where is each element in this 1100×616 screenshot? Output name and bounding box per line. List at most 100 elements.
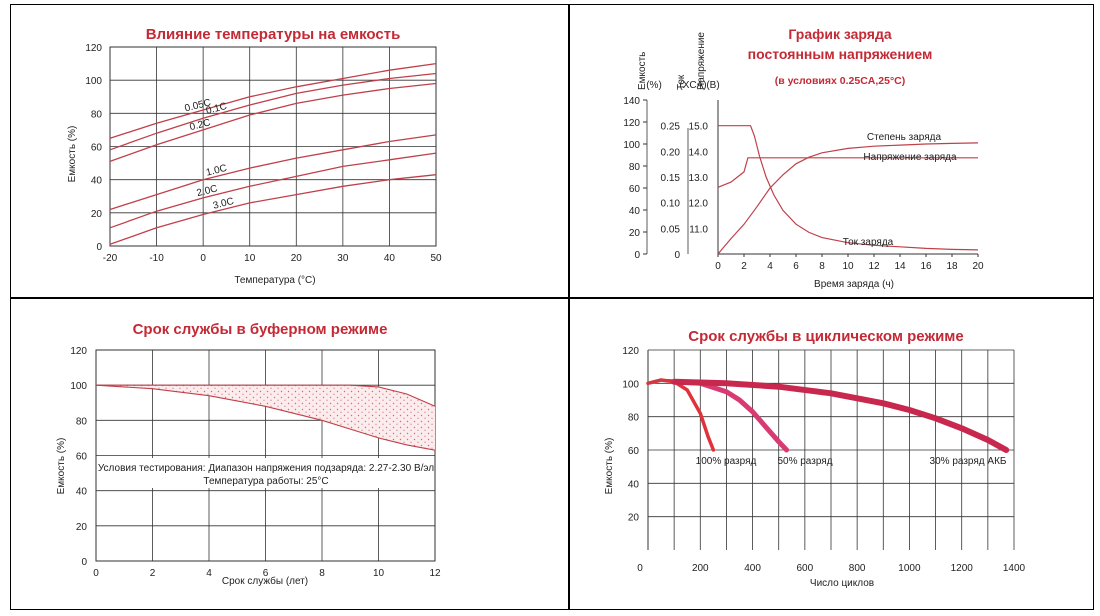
y-tick-label: 0.25 bbox=[661, 122, 681, 133]
y-tick-label: 60 bbox=[76, 452, 88, 463]
y-tick-label: 80 bbox=[91, 109, 103, 120]
y-tick-label: 12.0 bbox=[689, 199, 709, 210]
series-label: 0.2C bbox=[189, 117, 212, 133]
y-tick-label: 13.0 bbox=[689, 173, 709, 184]
annotation-bg bbox=[100, 458, 430, 488]
x-tick-label: 14 bbox=[894, 261, 906, 272]
x-tick-label: 200 bbox=[692, 563, 709, 574]
x-tick-label: 0 bbox=[200, 253, 206, 264]
series-label: 1.0C bbox=[205, 163, 228, 179]
series-line-5 bbox=[109, 174, 437, 245]
series-label: 30% разряд АКБ bbox=[930, 456, 1007, 467]
y-tick-label: 80 bbox=[629, 162, 641, 173]
series-line-1 bbox=[717, 157, 978, 188]
y-tick-label: 20 bbox=[91, 209, 103, 220]
y-tick-label: 120 bbox=[70, 346, 87, 357]
y-tick-label: 40 bbox=[629, 206, 641, 217]
y-tick-label: 0 bbox=[96, 242, 102, 253]
y-tick-label: 20 bbox=[76, 522, 88, 533]
x-tick-label: 18 bbox=[946, 261, 958, 272]
x-tick-label: 1400 bbox=[1003, 563, 1026, 574]
x-tick-label: 4 bbox=[767, 261, 773, 272]
series-line-2 bbox=[109, 82, 437, 163]
annotation-line: Температура работы: 25°C bbox=[203, 475, 328, 487]
y-tick-label: 14.0 bbox=[689, 147, 709, 158]
x-tick-label: 6 bbox=[263, 568, 269, 579]
x-tick-label: 2 bbox=[150, 568, 156, 579]
life-band-fill bbox=[96, 385, 435, 451]
series-line-1 bbox=[671, 379, 790, 453]
y-tick-label: 20 bbox=[628, 513, 640, 524]
x-tick-label: 12 bbox=[868, 261, 880, 272]
y-tick-label: 120 bbox=[623, 118, 640, 129]
chart-title: Срок службы в буферном режиме bbox=[133, 321, 388, 338]
x-tick-label: 8 bbox=[319, 568, 325, 579]
series-line-2 bbox=[671, 378, 1010, 453]
x-tick-label: -20 bbox=[103, 253, 118, 264]
x-tick-label: 6 bbox=[793, 261, 799, 272]
x-tick-label: 50 bbox=[430, 253, 442, 264]
axis-label: Ток bbox=[676, 74, 687, 90]
x-tick-label: 800 bbox=[849, 563, 866, 574]
axis-unit: (%) bbox=[646, 80, 662, 91]
x-tick-label: 4 bbox=[206, 568, 212, 579]
x-tick-label: 400 bbox=[744, 563, 761, 574]
x-tick-label: 600 bbox=[797, 563, 814, 574]
y-tick-label: 140 bbox=[623, 96, 640, 107]
table-vertical-divider bbox=[568, 5, 570, 609]
y-tick-label: 100 bbox=[70, 381, 87, 392]
y-tick-label: 0.15 bbox=[661, 173, 681, 184]
axis-label: Напряжение bbox=[696, 32, 707, 90]
axis-unit: (XCA) bbox=[679, 80, 706, 91]
series-line-0 bbox=[109, 62, 437, 139]
series-label: Степень заряда bbox=[867, 132, 942, 143]
series-label: 100% разряд bbox=[696, 456, 757, 467]
chart-temperature-capacity: Влияние температуры на емкость Емкость (… bbox=[67, 26, 442, 286]
x-tick-label: 8 bbox=[819, 261, 825, 272]
x-tick-label: 0 bbox=[715, 261, 721, 272]
series-label: 50% разряд bbox=[777, 456, 832, 467]
y-tick-label: 60 bbox=[91, 143, 103, 154]
y-tick-label: 100 bbox=[623, 140, 640, 151]
x-axis-label: Срок службы (лет) bbox=[222, 575, 308, 587]
charts-table bbox=[10, 4, 1094, 610]
x-tick-label: 30 bbox=[337, 253, 349, 264]
series-label: 3.0C bbox=[212, 196, 235, 212]
y-tick-label: 0 bbox=[674, 250, 680, 261]
y-axis-label: Емкость (%) bbox=[56, 438, 67, 495]
x-tick-label: 10 bbox=[842, 261, 854, 272]
y-tick-label: 80 bbox=[76, 416, 88, 427]
y-tick-label: 40 bbox=[628, 479, 640, 490]
y-tick-label: 0 bbox=[634, 250, 640, 261]
y-tick-label: 100 bbox=[622, 379, 639, 390]
chart-title: Срок службы в циклическом режиме bbox=[688, 328, 964, 345]
chart-title-line-1: График заряда bbox=[788, 26, 891, 42]
y-tick-label: 15.0 bbox=[689, 122, 709, 133]
chart-subtitle: (в условиях 0.25CA,25°C) bbox=[775, 75, 906, 87]
chart-title: Влияние температуры на емкость bbox=[146, 26, 401, 43]
y-axis-label: Емкость (%) bbox=[604, 438, 615, 495]
y-tick-label: 40 bbox=[76, 487, 88, 498]
chart-title-line-2: постоянным напряжением bbox=[748, 46, 933, 62]
x-tick-label: 10 bbox=[373, 568, 385, 579]
chart-float-life: Срок службы в буферном режиме Емкость (%… bbox=[56, 321, 441, 587]
y-tick-label: 60 bbox=[628, 446, 640, 457]
annotation-line: Условия тестирования: Диапазон напряжени… bbox=[98, 463, 434, 474]
x-tick-label: 10 bbox=[244, 253, 256, 264]
x-tick-label: 1000 bbox=[898, 563, 921, 574]
series-line-0 bbox=[717, 142, 979, 255]
x-tick-label: 20 bbox=[291, 253, 303, 264]
y-tick-label: 0.05 bbox=[661, 224, 681, 235]
y-tick-label: 60 bbox=[629, 184, 641, 195]
series-label: 2.0C bbox=[196, 183, 219, 199]
series-line-0 bbox=[646, 378, 716, 452]
x-axis-label: Число циклов bbox=[810, 578, 874, 589]
series-line-0 bbox=[96, 384, 436, 407]
series-label: Напряжение заряда bbox=[863, 152, 957, 163]
series-line-4 bbox=[109, 152, 437, 229]
x-tick-label: 0 bbox=[637, 563, 643, 574]
y-tick-label: 120 bbox=[622, 346, 639, 357]
y-tick-label: 120 bbox=[85, 43, 102, 54]
table-horizontal-divider bbox=[11, 297, 1093, 299]
